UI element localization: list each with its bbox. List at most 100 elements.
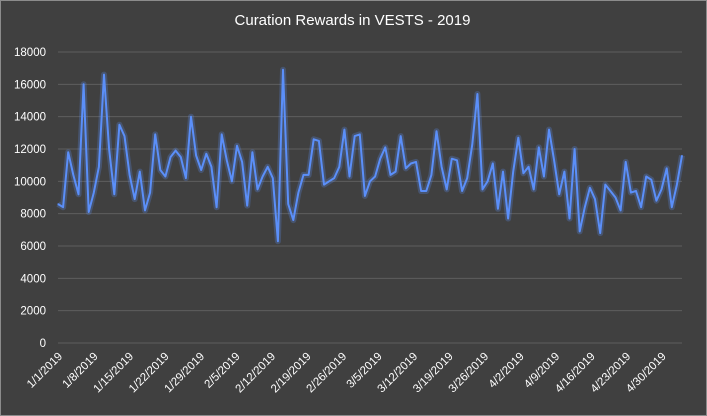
data-point <box>62 206 64 208</box>
data-point <box>359 133 361 135</box>
data-point <box>88 211 90 213</box>
data-point <box>328 180 330 182</box>
data-point <box>492 162 494 165</box>
data-point <box>348 175 351 178</box>
data-point <box>476 93 478 95</box>
series-line-glow <box>56 66 685 245</box>
data-point <box>144 209 146 211</box>
chart-title: Curation Rewards in VESTS - 2019 <box>234 12 471 29</box>
data-point <box>548 129 550 131</box>
data-point <box>481 188 484 190</box>
data-point <box>487 180 489 182</box>
data-point <box>420 190 422 192</box>
data-point <box>471 143 473 145</box>
data-point <box>333 177 335 179</box>
data-point <box>221 133 223 135</box>
data-point <box>226 159 228 161</box>
data-point <box>379 158 381 160</box>
y-tick-label: 2000 <box>20 306 46 318</box>
data-point <box>630 192 632 194</box>
data-point <box>277 240 279 242</box>
data-point <box>246 205 248 207</box>
data-point <box>369 180 371 182</box>
data-point <box>251 151 253 153</box>
data-point <box>267 166 269 168</box>
data-point <box>195 154 197 157</box>
x-tick-label: 1/1/2019 <box>25 351 65 391</box>
data-point <box>185 177 187 179</box>
x-tick-label: 4/2/2019 <box>487 351 527 391</box>
data-point <box>308 174 310 176</box>
data-point <box>461 190 463 192</box>
data-point <box>604 184 606 186</box>
data-point <box>190 116 192 118</box>
data-point <box>205 153 207 155</box>
data-point <box>149 192 151 194</box>
data-point <box>574 148 576 150</box>
data-point <box>175 150 177 152</box>
data-point <box>425 190 427 192</box>
data-point <box>400 135 402 137</box>
data-point <box>502 171 504 173</box>
data-point <box>297 192 299 194</box>
data-point <box>415 161 417 163</box>
data-point <box>216 206 218 208</box>
data-point <box>108 148 110 150</box>
data-point <box>72 174 74 176</box>
data-point <box>430 174 432 176</box>
data-point <box>589 187 591 189</box>
y-tick-label: 10000 <box>14 176 46 188</box>
data-point <box>568 217 571 220</box>
data-point <box>231 180 233 182</box>
data-point <box>374 175 376 178</box>
data-point <box>584 206 586 208</box>
data-point <box>441 166 443 168</box>
data-point <box>292 219 294 221</box>
data-point <box>200 169 202 171</box>
data-point <box>681 154 683 157</box>
data-point <box>497 208 499 210</box>
data-point <box>67 151 69 153</box>
data-point <box>512 171 514 173</box>
y-tick-label: 18000 <box>14 47 46 59</box>
data-point <box>113 193 115 195</box>
data-point <box>159 169 161 171</box>
data-point <box>164 175 166 178</box>
data-point <box>671 206 673 208</box>
data-point <box>563 171 566 173</box>
data-point <box>614 196 617 199</box>
data-point <box>154 133 156 135</box>
y-tick-label: 12000 <box>14 144 46 156</box>
data-point <box>93 192 95 194</box>
data-point <box>236 145 238 147</box>
data-point <box>599 232 601 234</box>
data-point <box>169 156 172 158</box>
data-point <box>364 195 366 197</box>
data-point <box>354 135 356 137</box>
data-point <box>533 188 535 190</box>
data-point <box>134 198 136 200</box>
y-tick-label: 8000 <box>20 209 46 221</box>
data-point <box>210 166 212 168</box>
data-point <box>384 146 386 148</box>
data-point <box>83 83 85 85</box>
data-point <box>338 166 340 168</box>
data-point <box>655 200 658 202</box>
data-point <box>517 137 519 139</box>
data-point <box>287 203 289 205</box>
data-point <box>435 130 438 132</box>
data-point <box>645 175 647 178</box>
data-point <box>118 124 120 126</box>
data-point <box>558 193 560 195</box>
data-point <box>389 174 392 176</box>
data-point <box>543 175 545 178</box>
data-point <box>446 188 448 190</box>
data-point <box>625 161 627 163</box>
data-point <box>410 162 412 165</box>
data-point <box>103 74 105 76</box>
data-point <box>650 179 652 181</box>
data-point <box>256 188 259 190</box>
data-point <box>123 135 126 137</box>
